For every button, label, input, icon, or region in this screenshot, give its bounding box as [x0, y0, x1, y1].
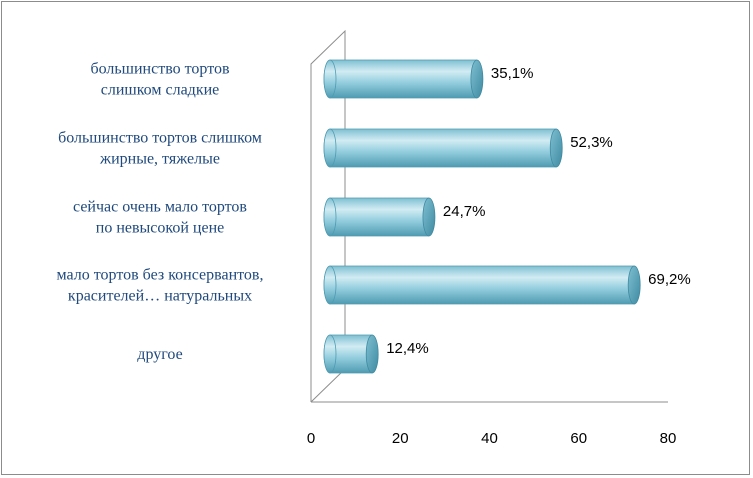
- x-tick-label: 40: [481, 430, 498, 447]
- bar-body: [323, 59, 478, 99]
- category-label-line: жирные, тяжелые: [99, 151, 220, 168]
- category-label-line: другое: [137, 346, 182, 363]
- category-label-line: сейчас очень мало тортов: [73, 199, 247, 216]
- bar-end-cap: [549, 128, 563, 168]
- bars: [323, 59, 641, 374]
- bar-body: [323, 128, 557, 168]
- data-label: 35,1%: [491, 65, 534, 82]
- data-label: 52,3%: [570, 134, 613, 151]
- bar: [323, 128, 563, 168]
- bar-end-cap: [365, 334, 379, 374]
- bar-end-cap: [422, 197, 436, 237]
- category-label: мало тортов без консервантов, красителей……: [57, 267, 264, 305]
- category-label-line: слишком сладкие: [101, 82, 220, 99]
- category-label: сейчас очень мало тортов по невысокой цен…: [73, 199, 247, 237]
- category-label-line: большинство тортов слишком: [58, 130, 262, 147]
- category-label-line: по невысокой цене: [96, 220, 224, 237]
- category-label-line: большинство тортов: [90, 61, 230, 78]
- x-tick-label: 80: [660, 430, 677, 447]
- category-label: другое: [137, 346, 182, 363]
- category-label: большинство тортов слишком жирные, тяжелы…: [58, 130, 262, 168]
- bar-left-cap: [323, 265, 337, 305]
- bar-left-cap: [323, 334, 337, 374]
- bar: [323, 334, 379, 374]
- x-tick-label: 60: [570, 430, 587, 447]
- bar-body: [323, 265, 635, 305]
- bar-end-cap: [470, 59, 484, 99]
- labels: 0 20 40 60 80 35,1% большинство тортов слишком …: [57, 61, 691, 448]
- bar: [323, 59, 484, 99]
- category-label-line: мало тортов без консервантов,: [57, 267, 264, 284]
- bar-left-cap: [323, 197, 337, 237]
- bar-body: [323, 197, 430, 237]
- bar: [323, 265, 641, 305]
- x-tick-label: 0: [307, 430, 315, 447]
- category-label-line: красителей… натуральных: [68, 288, 252, 305]
- data-label: 69,2%: [648, 271, 691, 288]
- bar: [323, 197, 436, 237]
- data-label: 12,4%: [386, 340, 429, 357]
- data-label: 24,7%: [443, 203, 486, 220]
- category-label: большинство тортов слишком сладкие: [90, 61, 230, 99]
- x-tick-label: 20: [392, 430, 409, 447]
- floor-depth-edge: [310, 368, 346, 403]
- bar-left-cap: [323, 128, 337, 168]
- bar-left-cap: [323, 59, 337, 99]
- bar-end-cap: [627, 265, 641, 305]
